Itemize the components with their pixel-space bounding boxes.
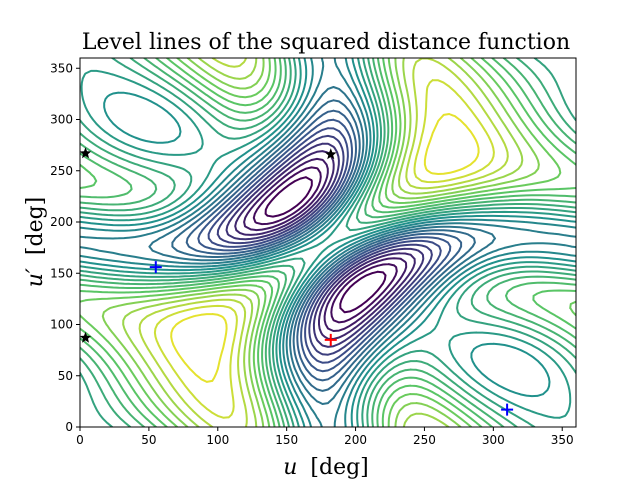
star-marker <box>325 148 337 160</box>
contour-level <box>185 109 463 382</box>
chart-title: Level lines of the squared distance func… <box>82 30 570 55</box>
contour-level <box>80 58 576 427</box>
star-marker <box>79 331 92 343</box>
contour-level <box>197 118 452 373</box>
contour-level <box>234 150 416 340</box>
y-tick-label: 50 <box>58 369 73 383</box>
y-axis-ticks: 0 50 100 150 200 250 300 350 <box>50 61 80 434</box>
contour-level <box>101 58 540 427</box>
contour-level <box>80 58 576 427</box>
x-tick-label: 150 <box>275 433 298 447</box>
y-axis-label: u′ [deg] <box>23 197 48 288</box>
x-tick-label: 250 <box>413 433 436 447</box>
contour-level <box>252 166 398 324</box>
y-axis-label-var: u′ <box>23 268 48 287</box>
x-axis-label: u [deg] <box>283 455 369 480</box>
markers <box>79 147 514 416</box>
y-tick-label: 250 <box>50 164 73 178</box>
x-tick-label: 200 <box>344 433 367 447</box>
contour-level <box>80 58 576 427</box>
y-tick-label: 350 <box>50 61 73 75</box>
contour-level <box>80 58 576 427</box>
contour-level <box>122 58 524 427</box>
contour-level <box>138 58 509 427</box>
plus-marker <box>501 403 514 416</box>
contour-level <box>80 58 576 427</box>
contour-lines <box>80 58 576 427</box>
contour-level <box>207 127 442 364</box>
x-tick-label: 0 <box>76 433 84 447</box>
x-axis-label-unit: [deg] <box>310 455 368 480</box>
x-tick-label: 100 <box>206 433 229 447</box>
contour-level <box>170 113 480 383</box>
contour-level <box>80 58 576 427</box>
contour-level <box>225 142 425 348</box>
plot-frame <box>79 57 577 428</box>
contour-level <box>264 176 387 314</box>
x-tick-label: 350 <box>551 433 574 447</box>
contour-level <box>80 58 576 427</box>
contour-level <box>148 86 496 405</box>
y-axis-label-unit: [deg] <box>23 197 48 255</box>
x-axis-ticks: 0 50 100 150 200 250 300 350 <box>76 427 574 447</box>
plus-marker <box>324 333 337 346</box>
star-marker <box>79 147 92 159</box>
contour-level <box>153 79 495 419</box>
plus-marker <box>149 261 162 274</box>
x-tick-label: 300 <box>482 433 505 447</box>
contour-level <box>216 134 433 356</box>
y-tick-label: 100 <box>50 318 73 332</box>
y-tick-label: 300 <box>50 113 73 127</box>
x-axis-label-var: u <box>283 455 297 480</box>
y-tick-label: 0 <box>65 420 73 434</box>
x-tick-label: 50 <box>141 433 156 447</box>
y-tick-label: 150 <box>50 266 73 280</box>
contour-level <box>243 157 408 332</box>
y-tick-label: 200 <box>50 215 73 229</box>
contour-level <box>171 99 476 392</box>
contour-level <box>80 58 576 427</box>
